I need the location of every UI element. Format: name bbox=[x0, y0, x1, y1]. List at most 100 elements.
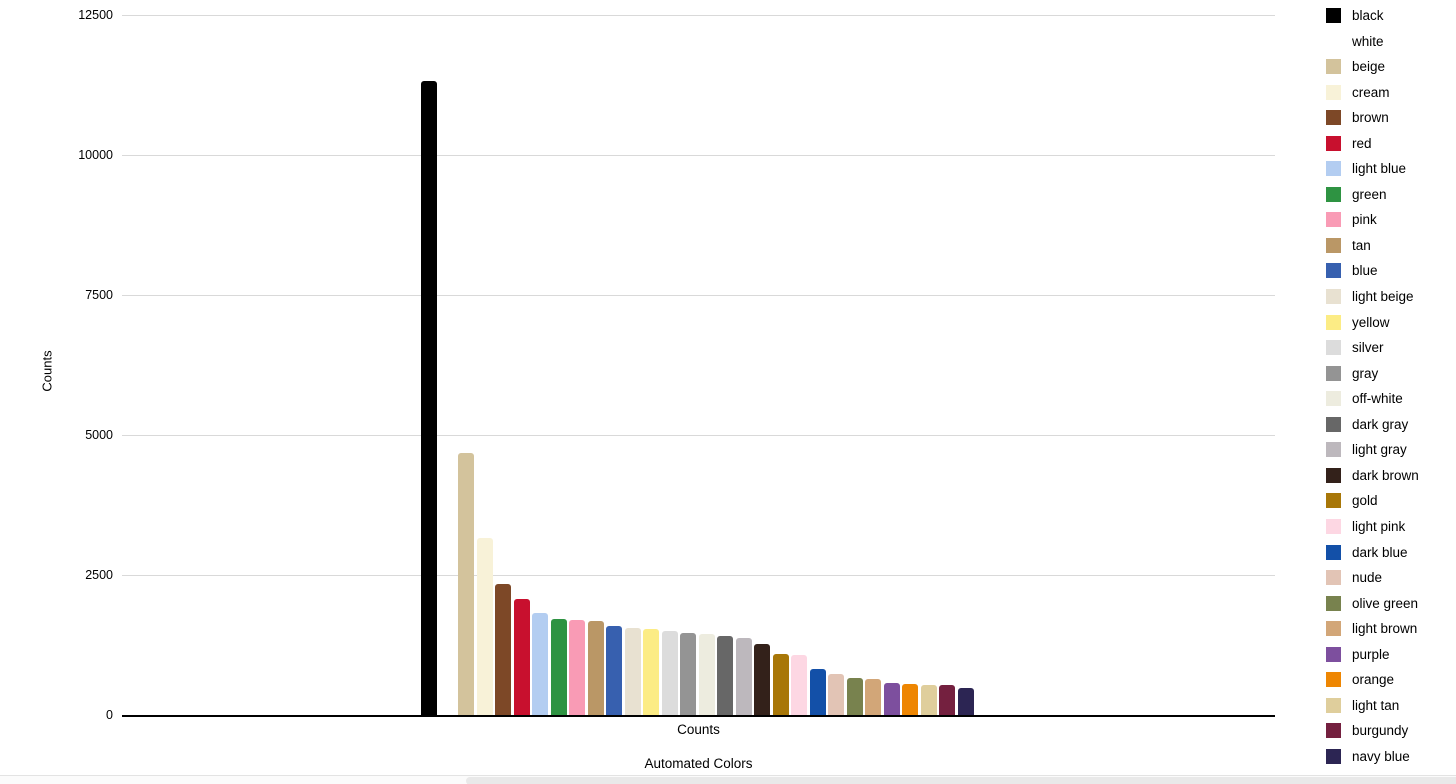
chart-title: Automated Colors bbox=[644, 756, 753, 771]
legend-swatch-yellow bbox=[1326, 314, 1341, 330]
legend-swatch-gray bbox=[1326, 365, 1341, 381]
legend-item: nude bbox=[1326, 565, 1382, 591]
bar-nude bbox=[828, 674, 844, 715]
legend-swatch-nude bbox=[1326, 570, 1341, 586]
legend-swatch-orange bbox=[1326, 672, 1341, 688]
legend-swatch-dark-brown bbox=[1326, 467, 1341, 483]
legend-item: tan bbox=[1326, 233, 1371, 259]
legend-label: dark gray bbox=[1352, 416, 1409, 432]
legend-item: gold bbox=[1326, 488, 1378, 514]
legend-label: brown bbox=[1352, 110, 1389, 126]
bar-pink bbox=[569, 619, 585, 715]
bar-blue bbox=[606, 625, 622, 715]
legend-swatch-cream bbox=[1326, 84, 1341, 100]
bar-light-tan bbox=[920, 685, 937, 715]
bar-navy-blue bbox=[957, 687, 974, 715]
legend-item: light brown bbox=[1326, 616, 1417, 642]
legend-swatch-light-gray bbox=[1326, 442, 1341, 458]
bar-dark-brown bbox=[754, 643, 770, 715]
legend-item: purple bbox=[1326, 641, 1390, 667]
legend-swatch-olive-green bbox=[1326, 595, 1341, 611]
bar-gray bbox=[680, 632, 696, 715]
bar-light-blue bbox=[532, 613, 548, 715]
legend-swatch-navy-blue bbox=[1326, 748, 1341, 764]
legend-item: light blue bbox=[1326, 156, 1406, 182]
legend-swatch-light-blue bbox=[1326, 161, 1341, 177]
legend-item: light beige bbox=[1326, 284, 1414, 310]
legend-swatch-blue bbox=[1326, 263, 1341, 279]
gridline bbox=[122, 14, 1275, 16]
y-tick-label: 10000 bbox=[78, 148, 113, 162]
legend-item: yellow bbox=[1326, 309, 1390, 335]
legend-label: navy blue bbox=[1352, 748, 1410, 764]
legend-label: gold bbox=[1352, 493, 1378, 509]
legend-item: olive green bbox=[1326, 590, 1418, 616]
legend-item: cream bbox=[1326, 79, 1390, 105]
legend-item: dark blue bbox=[1326, 539, 1408, 565]
y-tick-label: 2500 bbox=[85, 568, 113, 582]
bar-green bbox=[550, 618, 567, 715]
legend-swatch-purple bbox=[1326, 646, 1341, 662]
bar-burgundy bbox=[939, 685, 955, 715]
legend-item: beige bbox=[1326, 54, 1385, 80]
legend-label: light pink bbox=[1352, 518, 1406, 534]
legend-label: blue bbox=[1352, 263, 1378, 279]
legend-item: light pink bbox=[1326, 514, 1405, 540]
legend-item: gray bbox=[1326, 360, 1378, 386]
legend-swatch-off-white bbox=[1326, 391, 1341, 407]
legend-label: green bbox=[1352, 186, 1387, 202]
bar-gold bbox=[772, 653, 789, 715]
legend-label: light beige bbox=[1352, 289, 1414, 305]
legend-label: olive green bbox=[1352, 595, 1419, 611]
legend-label: beige bbox=[1352, 59, 1386, 75]
legend-item: light tan bbox=[1326, 693, 1399, 719]
y-tick-label: 7500 bbox=[85, 288, 113, 302]
legend-swatch-black bbox=[1326, 7, 1341, 23]
bar-purple bbox=[883, 683, 900, 715]
legend-swatch-pink bbox=[1326, 212, 1341, 228]
legend-label: yellow bbox=[1352, 314, 1390, 330]
y-axis-title: Counts bbox=[39, 350, 55, 392]
legend-item: burgundy bbox=[1326, 718, 1408, 744]
legend-item: off-white bbox=[1326, 386, 1403, 412]
legend-label: silver bbox=[1352, 340, 1384, 356]
gridline bbox=[122, 434, 1275, 436]
gridline bbox=[122, 154, 1275, 156]
legend-label: orange bbox=[1352, 672, 1395, 688]
bar-light-beige bbox=[624, 627, 641, 715]
bar-cream bbox=[476, 538, 493, 715]
legend-label: nude bbox=[1352, 570, 1383, 586]
y-tick-label: 5000 bbox=[85, 428, 113, 442]
bar-tan bbox=[587, 620, 604, 715]
bar-off-white bbox=[698, 634, 715, 715]
legend-label: white bbox=[1352, 33, 1384, 49]
legend-item: pink bbox=[1326, 207, 1377, 233]
bar-silver bbox=[661, 631, 678, 715]
legend-swatch-red bbox=[1326, 135, 1341, 151]
legend-swatch-brown bbox=[1326, 110, 1341, 126]
legend-swatch-dark-blue bbox=[1326, 544, 1341, 560]
legend-label: gray bbox=[1352, 365, 1379, 381]
legend-swatch-tan bbox=[1326, 237, 1341, 253]
bar-red bbox=[513, 599, 530, 715]
bar-orange bbox=[902, 684, 918, 715]
legend-label: light gray bbox=[1352, 442, 1407, 458]
legend-swatch-green bbox=[1326, 186, 1341, 202]
legend-item: navy blue bbox=[1326, 744, 1410, 770]
bar-dark-gray bbox=[717, 636, 733, 715]
bar-yellow bbox=[643, 628, 659, 715]
bar-brown bbox=[495, 583, 511, 715]
horizontal-scrollbar-thumb[interactable] bbox=[466, 776, 1456, 784]
bar-olive-green bbox=[846, 678, 863, 715]
legend-item: dark brown bbox=[1326, 463, 1419, 489]
gridline bbox=[122, 574, 1275, 576]
legend-label: black bbox=[1352, 7, 1384, 23]
y-tick-label: 12500 bbox=[78, 8, 113, 22]
bar-light-brown bbox=[865, 679, 881, 715]
legend-label: light tan bbox=[1352, 697, 1400, 713]
legend-swatch-white bbox=[1326, 33, 1341, 49]
legend-item: orange bbox=[1326, 667, 1394, 693]
legend-item: white bbox=[1326, 28, 1384, 54]
legend-swatch-beige bbox=[1326, 59, 1341, 75]
